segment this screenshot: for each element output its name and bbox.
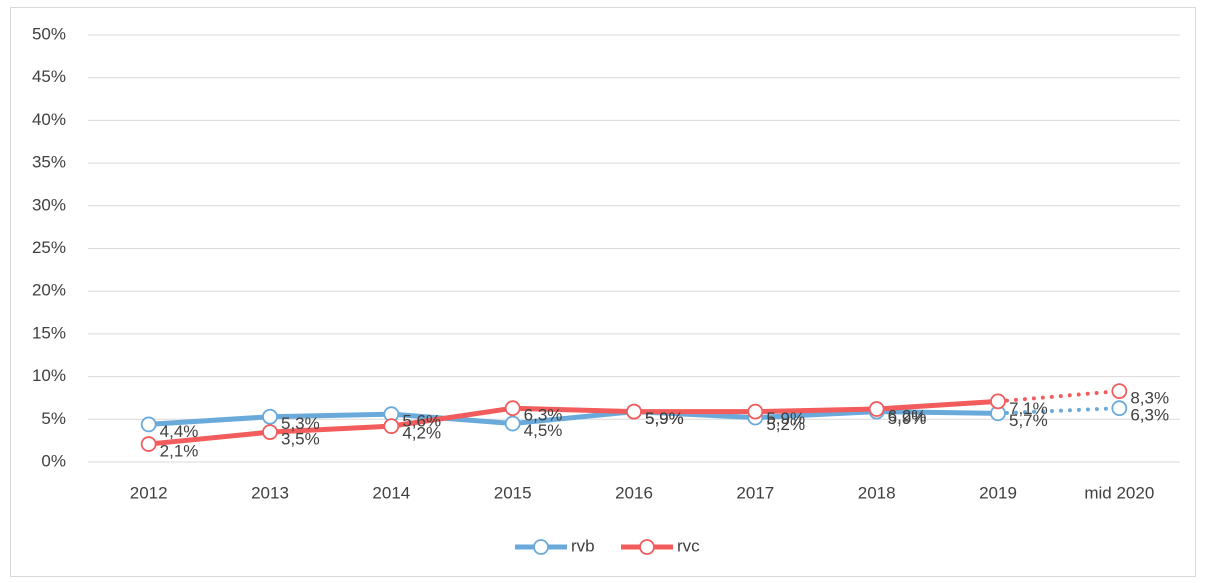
y-tick-label: 35% [32, 153, 66, 172]
data-label: 6,3% [524, 406, 563, 425]
x-tick-label: 2014 [372, 483, 410, 502]
data-label: 7,1% [1009, 399, 1048, 418]
data-label: 5,9% [645, 409, 684, 428]
data-label: 5,6% [402, 412, 441, 431]
y-tick-label: 50% [32, 24, 66, 43]
line [148, 409, 999, 427]
x-tick-label: 2012 [130, 483, 168, 502]
chart-frame [10, 7, 1196, 577]
y-tick-label: 10% [32, 366, 66, 385]
x-tick-label: 2016 [615, 483, 653, 502]
data-label: 5,3% [281, 414, 320, 433]
marker [990, 393, 1006, 410]
y-tick-label: 5% [41, 409, 66, 428]
data-label: 8,3% [1130, 389, 1169, 408]
line [148, 398, 999, 447]
marker [262, 424, 278, 441]
y-tick-label: 40% [32, 110, 66, 129]
data-label: 6,2% [888, 407, 927, 426]
data-label: 3,5% [281, 430, 320, 449]
marker [1111, 383, 1128, 400]
y-tick-label: 45% [32, 67, 66, 86]
legend-marker [533, 539, 549, 555]
marker [1111, 400, 1128, 417]
y-tick-label: 20% [32, 281, 66, 300]
marker [504, 415, 521, 432]
marker [140, 436, 157, 452]
marker [504, 400, 521, 417]
y-tick-label: 15% [32, 323, 66, 342]
y-tick-label: 0% [41, 451, 66, 470]
y-tick-label: 30% [32, 195, 66, 214]
data-label: 5,9% [766, 409, 805, 428]
y-tick-label: 25% [32, 238, 66, 257]
legend-marker [639, 539, 655, 555]
data-label: 5,2% [766, 415, 805, 434]
data-label: 5,9% [645, 409, 684, 428]
x-tick-label: 2017 [736, 483, 774, 502]
legend-label: rvc [677, 536, 700, 555]
data-label: 5,7% [1009, 411, 1048, 430]
marker [140, 416, 157, 433]
x-tick-label: 2018 [858, 483, 896, 502]
x-tick-label: 2013 [251, 483, 289, 502]
data-label: 4,4% [160, 422, 199, 441]
x-tick-label: 2019 [979, 483, 1017, 502]
legend-label: rvb [571, 536, 595, 555]
marker [262, 408, 278, 425]
data-label: 6,3% [1130, 406, 1169, 425]
data-label: 2,1% [160, 442, 199, 461]
marker [868, 401, 885, 417]
marker [383, 418, 400, 435]
x-tick-label: mid 2020 [1084, 483, 1154, 502]
data-label: 4,2% [402, 424, 441, 443]
marker [747, 403, 764, 420]
data-label: 4,5% [524, 421, 563, 440]
data-label: 5,9% [888, 409, 927, 428]
x-tick-label: 2015 [494, 483, 532, 502]
marker [626, 403, 642, 420]
